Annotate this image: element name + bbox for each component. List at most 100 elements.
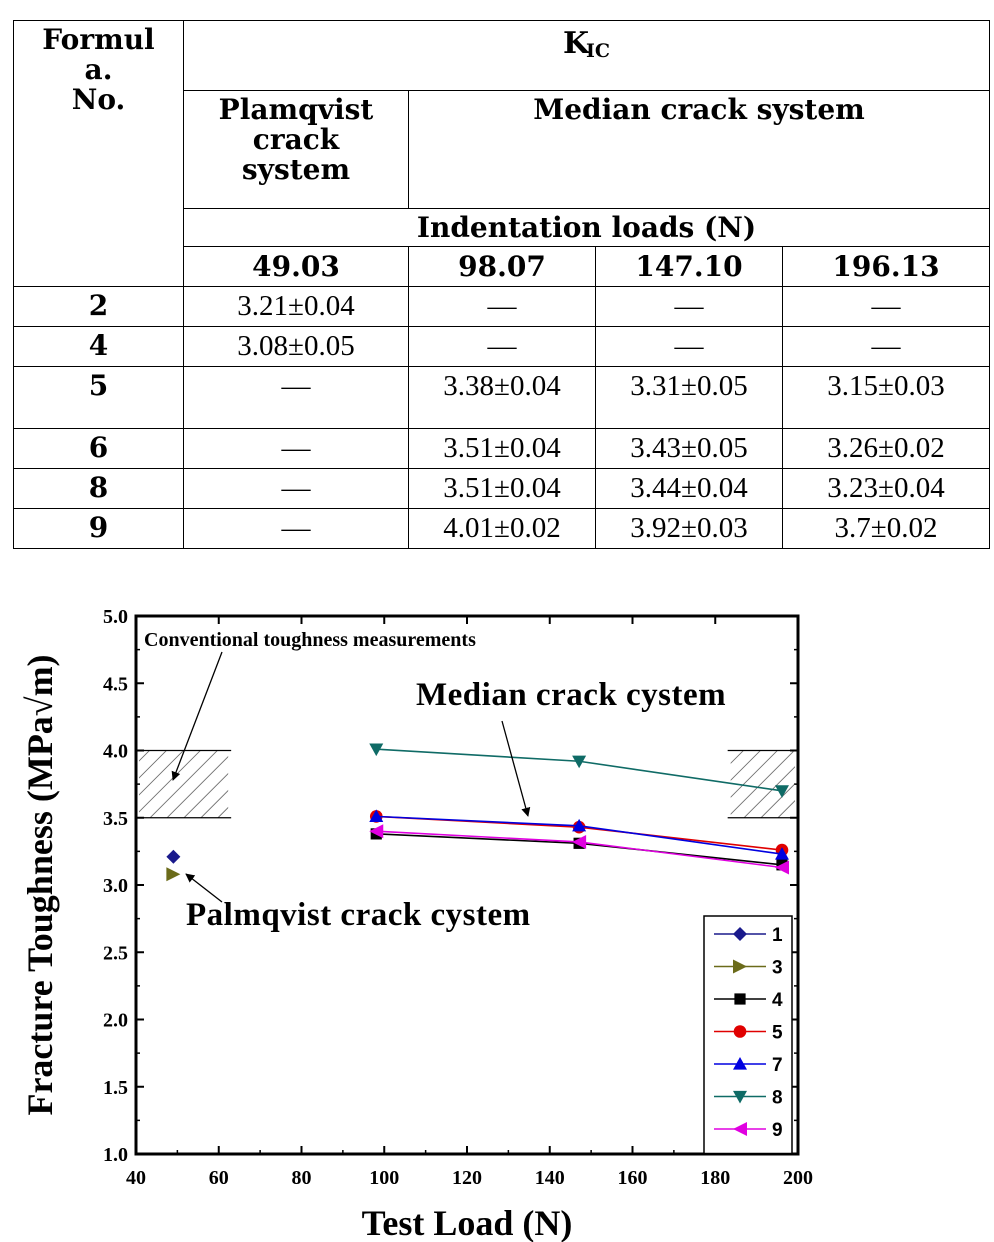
x-axis: 40 60 80 100 120 140 160 180 200 — [126, 616, 813, 1189]
y-tick-label: 1.0 — [103, 1144, 128, 1166]
table-cell: 4.01±0.02 — [408, 508, 596, 549]
x-tick-label: 140 — [535, 1167, 565, 1189]
table-cell: — — [595, 286, 783, 327]
load-header: 98.07 — [408, 246, 596, 287]
data-point-8 — [572, 755, 587, 769]
table-cell: 3.44±0.04 — [595, 468, 783, 509]
median-annotation: Median crack cystem — [416, 677, 726, 713]
table-row: 9 — 4.01±0.02 3.92±0.03 3.7±0.02 — [13, 508, 991, 549]
table-cell: 3.51±0.04 — [408, 468, 596, 509]
conventional-bands — [136, 749, 798, 819]
series-layer — [166, 743, 789, 882]
table-cell: — — [183, 366, 409, 429]
table-row: 6 — 3.51±0.04 3.43±0.05 3.26±0.02 — [13, 428, 991, 469]
table-cell: 3.38±0.04 — [408, 366, 596, 429]
palmqvist-annotation: Palmqvist crack cystem — [186, 897, 531, 933]
legend-marker — [733, 1057, 747, 1070]
data-point-9 — [572, 834, 587, 849]
legend-label: 7 — [772, 1055, 783, 1076]
table-cell: — — [408, 326, 596, 367]
table-cell: — — [183, 468, 409, 509]
y-tick-label: 3.5 — [103, 808, 128, 830]
table-row: 8 — 3.51±0.04 3.44±0.04 3.23±0.04 — [13, 468, 991, 509]
load-header: 49.03 — [183, 246, 409, 287]
x-tick-label: 40 — [126, 1167, 146, 1189]
load-header: 196.13 — [781, 246, 991, 287]
y-tick-label: 4.0 — [103, 741, 128, 763]
data-point-8 — [774, 785, 789, 798]
legend: 1 3 4 5 7 8 9 — [703, 915, 793, 1155]
fracture-toughness-chart: 1.0 1.5 2.0 2.5 3.0 3.5 4.0 4.5 5.0 40 60 80 100 120… — [20, 606, 813, 1242]
legend-label: 5 — [772, 1023, 783, 1044]
table-cell: — — [408, 286, 596, 327]
legend-marker — [733, 927, 747, 941]
legend-label: 9 — [772, 1120, 783, 1141]
legend-label: 3 — [772, 958, 783, 979]
data-point-7 — [369, 809, 384, 823]
legend-label: 4 — [772, 990, 783, 1011]
x-tick-label: 180 — [700, 1167, 730, 1189]
table-cell: — — [781, 286, 991, 327]
indentation-loads-header: Indentation loads (N) — [182, 208, 991, 247]
table-cell: — — [183, 508, 409, 549]
data-point-1 — [166, 849, 181, 864]
table-row: 2 3.21±0.04 — — — — [13, 286, 991, 327]
legend-label: 8 — [772, 1088, 783, 1109]
y-axis-title: Fracture Toughness (MPa√m) — [20, 654, 60, 1115]
table-cell: 3.43±0.05 — [595, 428, 783, 469]
x-tick-label: 80 — [292, 1167, 312, 1189]
plamqvist-header: Plamqvist crack system — [183, 90, 409, 209]
legend-marker — [733, 1090, 747, 1104]
table-cell: — — [781, 326, 991, 367]
legend-marker — [733, 959, 747, 974]
formula-no: 5 — [13, 366, 184, 429]
plot-frame — [134, 614, 800, 1156]
table-cell: 3.26±0.02 — [781, 428, 991, 469]
table-cell: — — [595, 326, 783, 367]
load-header: 147.10 — [595, 246, 783, 287]
y-tick-label: 1.5 — [103, 1077, 128, 1099]
conventional-band-hatch — [139, 750, 229, 818]
kic-table: Formul a. No. KIC Plamqvist crack system… — [13, 20, 991, 549]
conventional-arrow — [171, 651, 223, 781]
table-cell: 3.51±0.04 — [408, 428, 596, 469]
data-point-7 — [572, 818, 587, 832]
table-row: 5 — 3.38±0.04 3.31±0.05 3.15±0.03 — [13, 366, 991, 429]
table-row: 4 3.08±0.05 — — — — [13, 326, 991, 367]
median-header: Median crack system — [407, 90, 991, 209]
legend-box — [703, 915, 793, 1155]
formula-no-header: Formul a. No. — [13, 20, 184, 287]
palmqvist-arrow — [185, 873, 223, 903]
formula-no: 4 — [13, 326, 184, 367]
x-tick-label: 100 — [369, 1167, 399, 1189]
formula-no: 6 — [13, 428, 184, 469]
y-tick-label: 2.5 — [103, 942, 128, 964]
x-tick-label: 160 — [618, 1167, 648, 1189]
conventional-annotation: Conventional toughness measurements — [144, 629, 476, 651]
table-cell: 3.92±0.03 — [595, 508, 783, 549]
data-point-3 — [166, 867, 181, 882]
legend-marker — [733, 1122, 747, 1136]
median-arrow — [501, 720, 531, 817]
kic-header: KIC — [182, 20, 991, 91]
formula-no: 9 — [13, 508, 184, 549]
formula-no: 8 — [13, 468, 184, 509]
table-cell: 3.15±0.03 — [781, 366, 991, 429]
legend-marker — [733, 1025, 747, 1038]
table-cell: 3.21±0.04 — [183, 286, 409, 327]
y-tick-label: 2.0 — [103, 1010, 128, 1032]
y-tick-label: 3.0 — [103, 875, 128, 897]
data-point-7 — [774, 847, 789, 860]
data-point-9 — [774, 860, 789, 875]
data-point-9 — [369, 824, 384, 839]
table-cell: 3.7±0.02 — [781, 508, 991, 549]
x-tick-label: 120 — [452, 1167, 482, 1189]
y-tick-label: 4.5 — [103, 673, 128, 695]
x-axis-title: Test Load (N) — [362, 1203, 573, 1242]
x-tick-label: 200 — [783, 1167, 813, 1189]
x-tick-label: 60 — [209, 1167, 229, 1189]
table-cell: 3.08±0.05 — [183, 326, 409, 367]
legend-marker — [734, 993, 746, 1005]
y-tick-label: 5.0 — [103, 606, 128, 628]
table-cell: 3.31±0.05 — [595, 366, 783, 429]
